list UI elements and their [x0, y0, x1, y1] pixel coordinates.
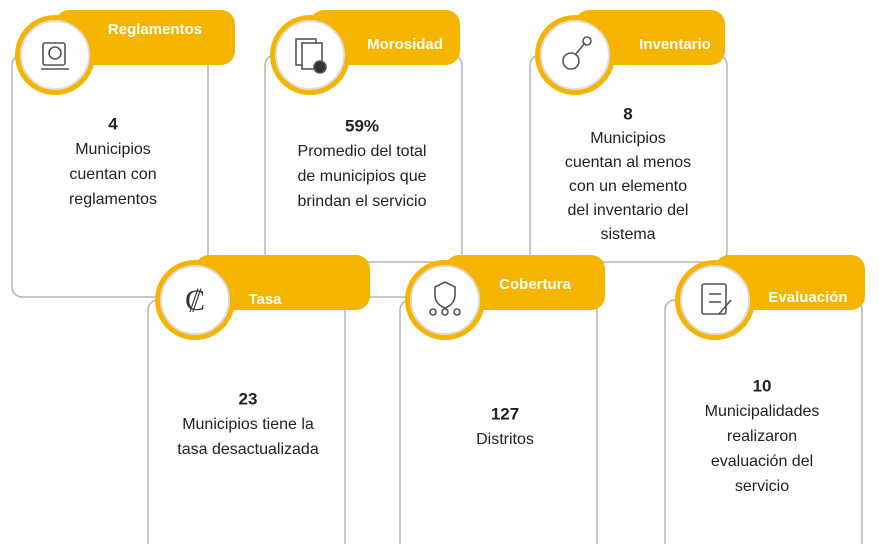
card-description: reglamentos — [69, 191, 157, 208]
card-value: 127 — [491, 404, 519, 423]
card-value: 4 — [108, 114, 118, 133]
card-description: brindan el servicio — [298, 193, 427, 210]
card-icon — [429, 281, 461, 316]
icon-part — [434, 281, 456, 309]
card-description: tasa desactualizada — [177, 441, 319, 458]
card-description: Municipios tiene la — [182, 416, 314, 433]
icon-part — [562, 52, 580, 70]
card-title: Morosidad — [367, 36, 443, 53]
icon-part — [313, 60, 327, 74]
card-value: 23 — [239, 389, 258, 408]
icon-part — [718, 299, 732, 315]
card-description: Distritos — [476, 431, 534, 448]
card-description: servicio — [735, 478, 789, 495]
card-description: cuentan al menos — [565, 154, 691, 171]
card-icon — [701, 283, 732, 315]
card-title: Reglamentos — [108, 21, 202, 38]
card-title: Inventario — [639, 36, 711, 53]
card-icon — [41, 42, 69, 70]
card-value: 8 — [623, 104, 632, 123]
card-description: del inventario del — [568, 202, 689, 219]
icon-circle — [160, 265, 230, 335]
card-description: con un elemento — [569, 178, 687, 195]
card-description: Promedio del total — [298, 143, 427, 160]
card-value: 59% — [345, 116, 379, 135]
icon-part — [429, 308, 437, 316]
card-icon — [562, 36, 592, 70]
card-tab — [445, 255, 605, 310]
card-description: realizaron — [727, 428, 797, 445]
icon-part — [701, 283, 727, 315]
card-description: sistema — [600, 226, 655, 243]
icon-part — [574, 42, 586, 56]
card-title: Tasa — [248, 291, 282, 308]
icon-part — [453, 308, 461, 316]
card-icon — [295, 38, 327, 74]
icon-part — [48, 46, 62, 60]
card-tab — [195, 255, 370, 310]
card-tab — [55, 10, 235, 65]
card-description: Municipalidades — [705, 403, 820, 420]
card-description: Municipios — [590, 130, 666, 147]
icon-circle — [20, 20, 90, 90]
icon-circle — [680, 265, 750, 335]
icon-part — [42, 42, 66, 66]
icon-circle — [410, 265, 480, 335]
card-title: Evaluación — [768, 289, 847, 306]
card-description: de municipios que — [298, 168, 427, 185]
card-outline — [664, 299, 863, 544]
card-title: Cobertura — [499, 276, 571, 293]
card-description: evaluación del — [711, 453, 813, 470]
card-description: cuentan con — [69, 166, 156, 183]
currency-symbol: ₡ — [185, 283, 205, 318]
card-value: 10 — [753, 376, 772, 395]
icon-part — [441, 308, 449, 316]
card-description: Municipios — [75, 141, 151, 158]
icon-part — [582, 36, 592, 46]
